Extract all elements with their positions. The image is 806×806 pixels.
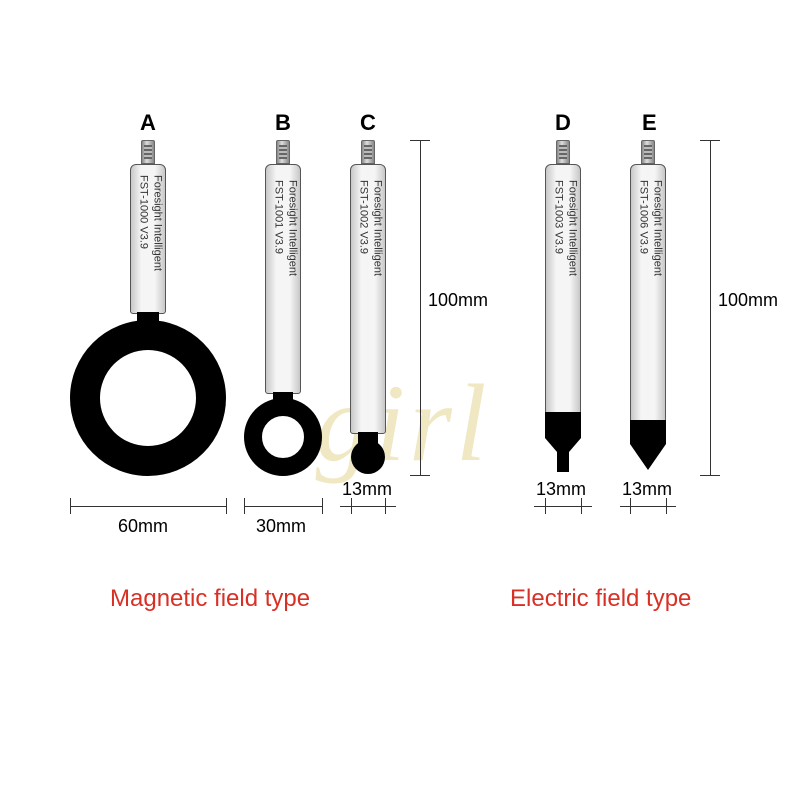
dim-d-label: 13mm: [536, 479, 586, 500]
dim-e-line: [620, 506, 676, 507]
probe-a-letter: A: [140, 110, 156, 136]
dim-b-label: 30mm: [256, 516, 306, 537]
probe-c-model: FST-1002 V3.9: [356, 180, 370, 254]
dim-c-line: [340, 506, 396, 507]
probe-b-ring: [244, 398, 322, 476]
height-dim-tick-e-bot: [700, 475, 720, 476]
dim-a-line: [70, 506, 226, 507]
probe-e-letter: E: [642, 110, 657, 136]
dim-c-label: 13mm: [342, 479, 392, 500]
probe-e-tip: [630, 420, 666, 476]
probe-a-ring: [70, 320, 226, 476]
dim-d-tick-r: [581, 498, 582, 514]
probe-b-brand: Foresight Intelligent: [285, 180, 299, 276]
probe-d-letter: D: [555, 110, 571, 136]
dim-d-line: [534, 506, 592, 507]
probe-b-connector: [276, 140, 290, 164]
probe-d-model: FST-1003 V3.9: [551, 180, 565, 254]
probe-d-connector: [556, 140, 570, 164]
probe-a-model: FST-1000 V3.9: [136, 175, 150, 249]
probe-a-brand: Foresight Intelligent: [150, 175, 164, 271]
height-dim-tick-c-bot: [410, 475, 430, 476]
probe-e-model: FST-1006 V3.9: [636, 180, 650, 254]
probe-a-connector: [141, 140, 155, 164]
probe-c-ball: [351, 440, 385, 474]
dim-e-label: 13mm: [622, 479, 672, 500]
probe-b-model: FST-1001 V3.9: [271, 180, 285, 254]
probe-b-letter: B: [275, 110, 291, 136]
height-dim-tick-c-top: [410, 140, 430, 141]
category-magnetic: Magnetic field type: [110, 585, 310, 613]
probe-c-brand: Foresight Intelligent: [370, 180, 384, 276]
dim-c-tick-r: [385, 498, 386, 514]
diagram-canvas: girl A FST-1000 V3.9 Foresight Intellige…: [0, 0, 806, 806]
dim-b-tick-r: [322, 498, 323, 514]
height-dim-line-e: [710, 140, 711, 475]
dim-a-tick-r: [226, 498, 227, 514]
dim-b-line: [244, 506, 322, 507]
probe-e-connector: [641, 140, 655, 164]
probe-d-brand: Foresight Intelligent: [565, 180, 579, 276]
height-dim-tick-e-top: [700, 140, 720, 141]
probe-d-tip: [545, 412, 581, 476]
probe-e-brand: Foresight Intelligent: [650, 180, 664, 276]
height-dim-label-c: 100mm: [428, 290, 488, 311]
probe-c-connector: [361, 140, 375, 164]
dim-e-tick-r: [666, 498, 667, 514]
height-dim-line-c: [420, 140, 421, 475]
height-dim-label-e: 100mm: [718, 290, 778, 311]
probe-c-letter: C: [360, 110, 376, 136]
dim-a-label: 60mm: [118, 516, 168, 537]
category-electric: Electric field type: [510, 585, 691, 613]
